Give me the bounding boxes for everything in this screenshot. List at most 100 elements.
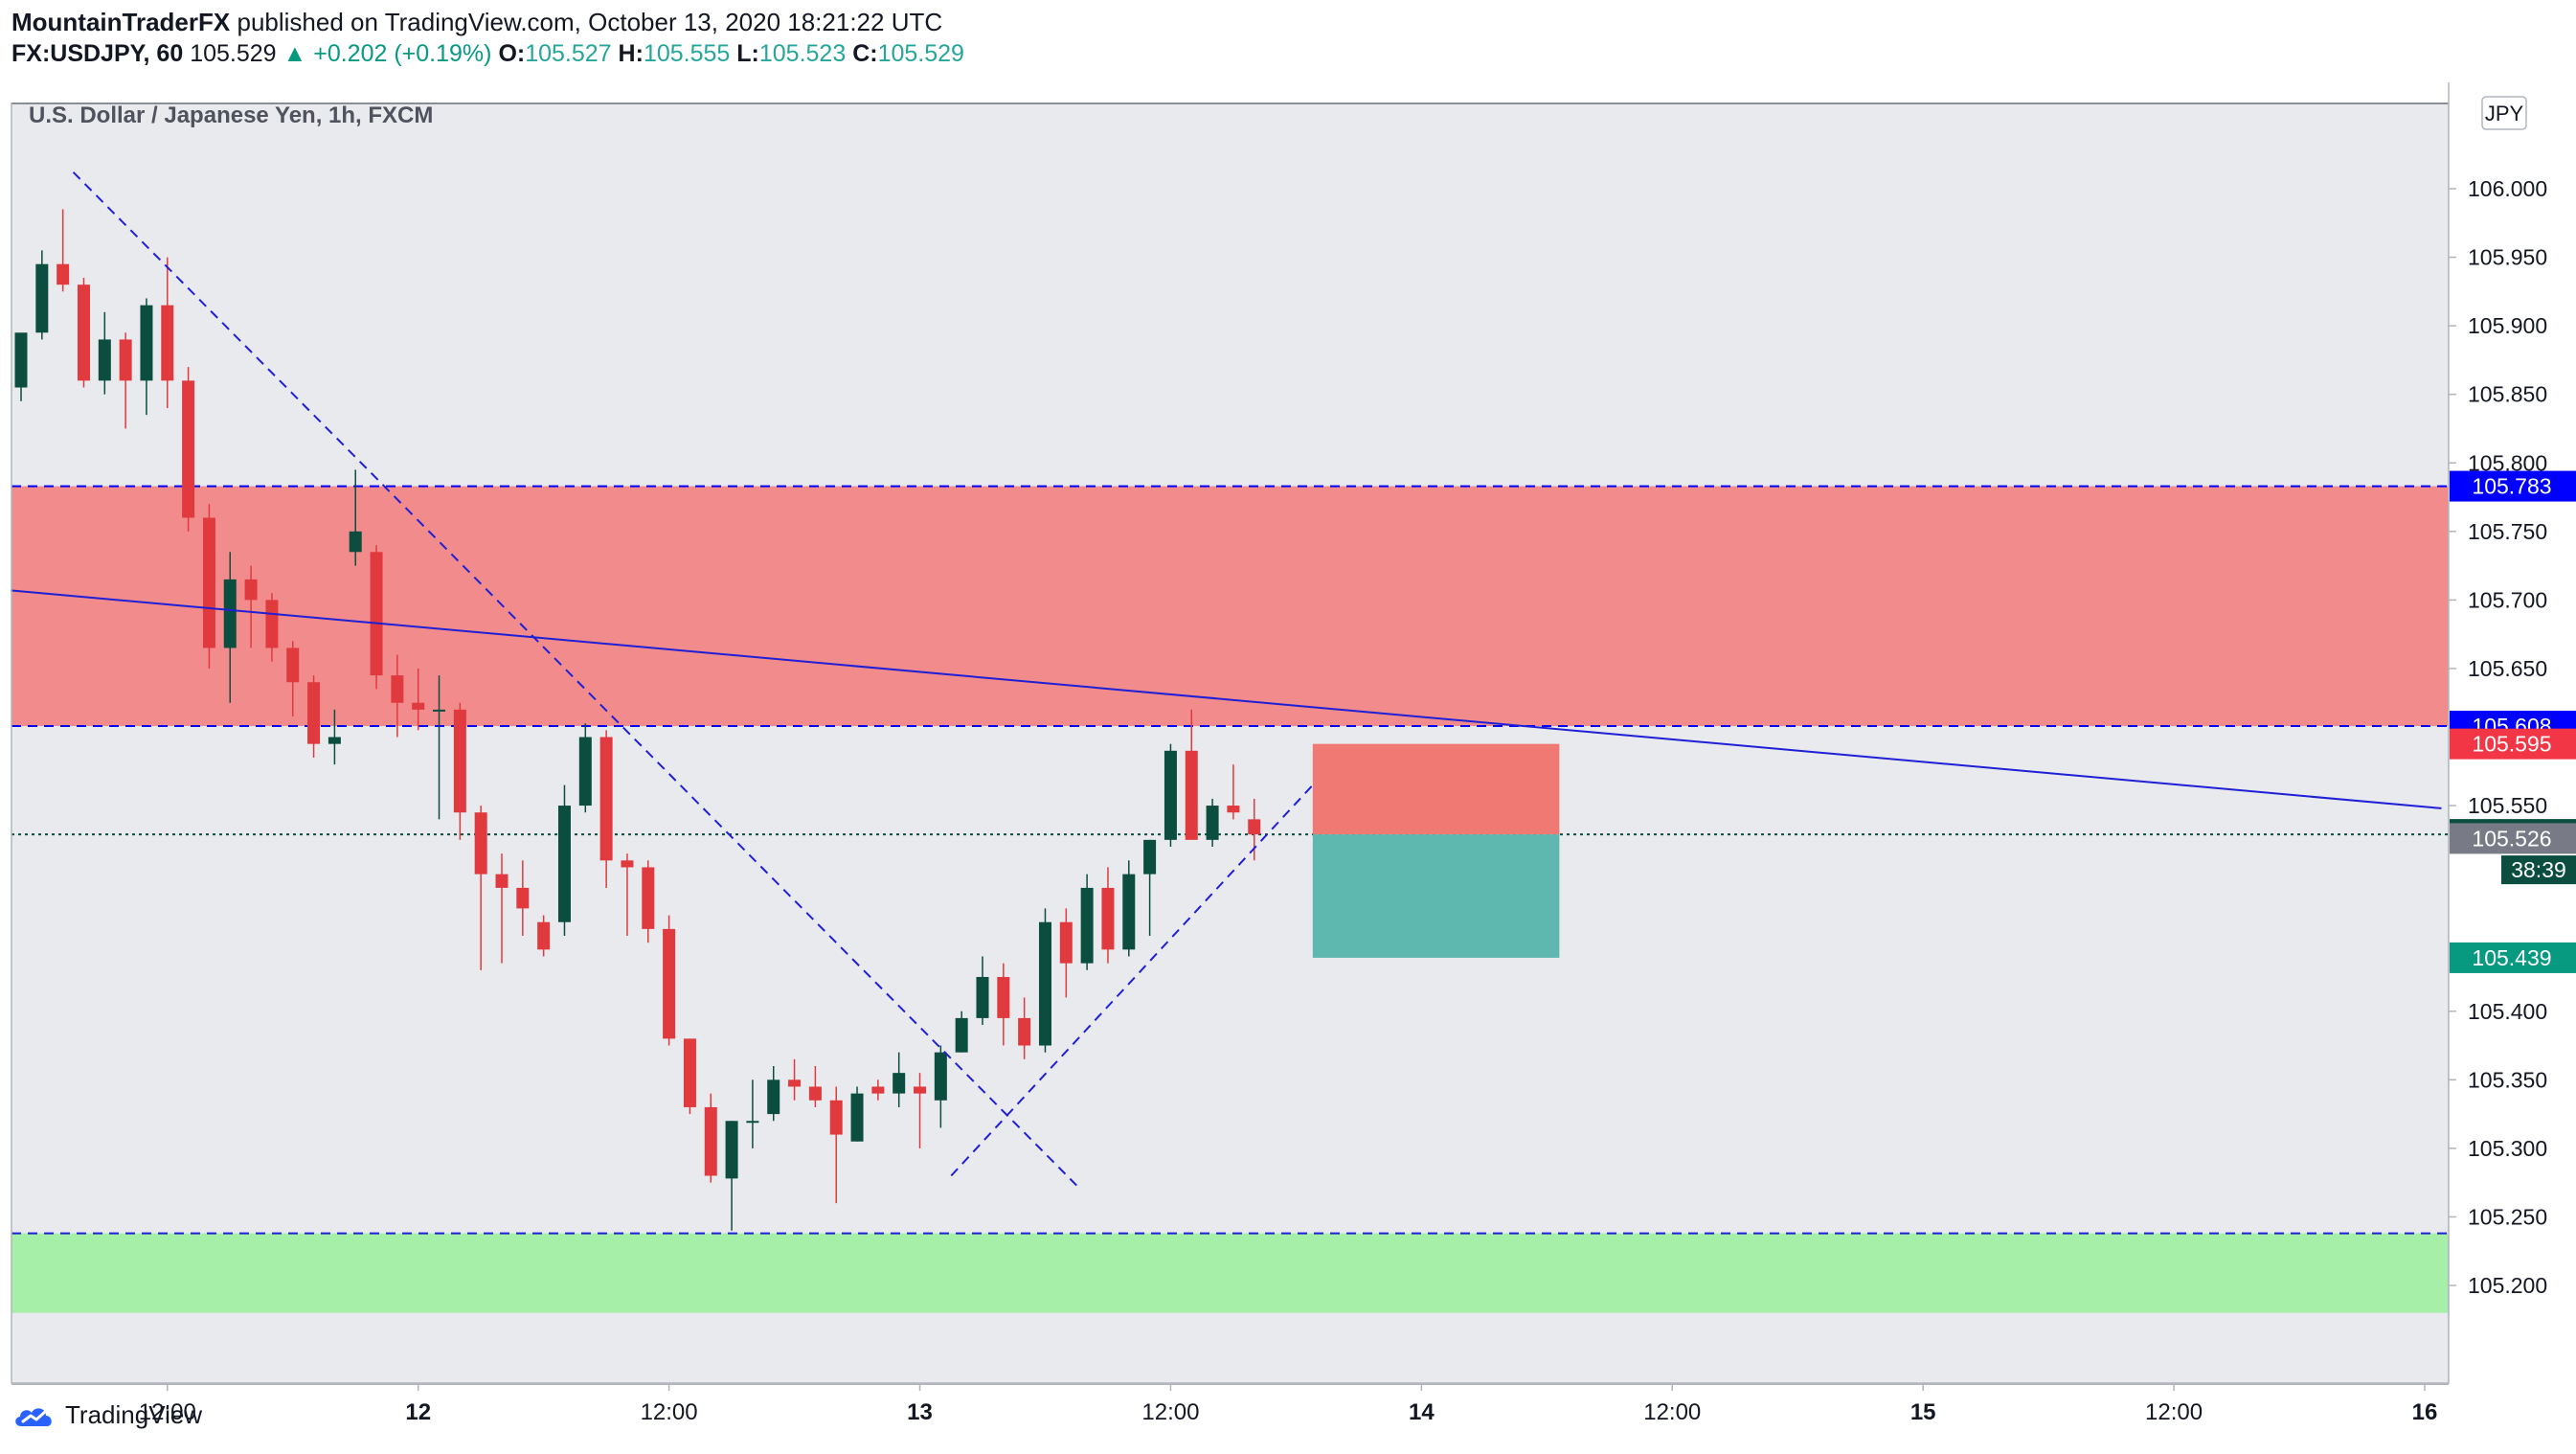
price-tick-label: 105.900 bbox=[2468, 313, 2547, 338]
candle-body bbox=[537, 921, 551, 950]
candle-body bbox=[663, 928, 676, 1039]
price-axis[interactable]: 106.000105.950105.900105.850105.800105.7… bbox=[2448, 82, 2576, 1383]
zone-demand[interactable] bbox=[11, 1233, 2449, 1313]
candle-body bbox=[1018, 1017, 1031, 1046]
candle-body bbox=[725, 1121, 738, 1179]
time-axis[interactable]: 12:00 12 12:00 13 12:00 14 12:00 15 12:00 16 bbox=[11, 1383, 2449, 1425]
candle-bull bbox=[1122, 860, 1136, 957]
candle-body bbox=[621, 860, 634, 868]
candle-body bbox=[1185, 750, 1198, 840]
candle-bull bbox=[746, 1079, 759, 1148]
candle-body bbox=[934, 1052, 947, 1101]
candle-bear bbox=[1101, 867, 1115, 964]
candle-bear bbox=[244, 565, 258, 648]
candle-body bbox=[788, 1079, 802, 1087]
candle-bear bbox=[202, 504, 215, 669]
candle-body bbox=[286, 647, 300, 683]
symbol-label: FX:USDJPY, 60 bbox=[11, 40, 184, 67]
low-label: L: bbox=[736, 40, 759, 67]
candle-body bbox=[1038, 921, 1051, 1046]
candle-body bbox=[1227, 806, 1240, 813]
price-tick-label: 105.400 bbox=[2468, 999, 2547, 1024]
last-price: 105.529 bbox=[190, 40, 277, 67]
tradingview-logo[interactable]: TradingView bbox=[11, 1400, 202, 1430]
short-position-tool[interactable] bbox=[1312, 743, 1560, 958]
candle-bull bbox=[578, 723, 592, 813]
candle-body bbox=[871, 1086, 885, 1094]
time-tick-label: 14 bbox=[1409, 1399, 1435, 1425]
candle-body bbox=[1248, 819, 1261, 835]
candle-bear bbox=[391, 654, 404, 738]
candle-bull bbox=[98, 311, 111, 395]
descending-trendline[interactable] bbox=[10, 589, 2442, 809]
candle-body bbox=[1101, 887, 1115, 950]
candle-bear bbox=[1185, 709, 1198, 840]
currency-badge[interactable]: JPY bbox=[2481, 96, 2527, 130]
candle-body bbox=[1206, 806, 1219, 840]
candle-bull bbox=[1206, 798, 1219, 847]
candle-body bbox=[223, 579, 237, 648]
candle-body bbox=[746, 1121, 759, 1124]
time-tick-label: 13 bbox=[907, 1399, 933, 1425]
candle-body bbox=[642, 867, 655, 929]
candle-bear bbox=[663, 915, 676, 1046]
candle-body bbox=[474, 812, 487, 875]
candle-bull bbox=[557, 784, 571, 937]
price-tick-label: 105.550 bbox=[2468, 793, 2547, 818]
plot-background[interactable] bbox=[11, 103, 2449, 1383]
candle-body bbox=[98, 339, 111, 381]
candle-bear bbox=[474, 806, 487, 970]
candle-bear bbox=[161, 257, 174, 408]
level-105595-badge bbox=[2450, 728, 2576, 760]
candle-bull bbox=[35, 250, 49, 340]
candle-bull bbox=[1038, 908, 1051, 1053]
symbol-header: FX:USDJPY, 60 105.529 ▲ +0.202 (+0.19%) … bbox=[11, 40, 964, 68]
candle-bear bbox=[599, 730, 613, 888]
author-name[interactable]: MountainTraderFX bbox=[11, 8, 231, 36]
candle-bear bbox=[182, 367, 195, 532]
candle-body bbox=[893, 1073, 906, 1094]
candle-bull bbox=[767, 1066, 780, 1122]
stop-loss-box[interactable] bbox=[1312, 743, 1560, 835]
price-badges: 105.783105.608105.595105.529105.526105.4… bbox=[2450, 470, 2576, 973]
candle-body bbox=[265, 600, 279, 648]
high-value: 105.555 bbox=[643, 40, 731, 67]
candle-bear bbox=[56, 209, 70, 292]
take-profit-box[interactable] bbox=[1312, 834, 1560, 958]
drawings-layer[interactable] bbox=[10, 171, 2442, 1187]
candle-bear bbox=[286, 641, 300, 717]
countdown-label: 38:39 bbox=[2511, 857, 2566, 882]
candle-bull bbox=[955, 1011, 968, 1053]
candle-bear bbox=[704, 1093, 717, 1183]
candle-body bbox=[578, 737, 592, 807]
candle-bear bbox=[537, 915, 551, 957]
level-105783-badge bbox=[2450, 470, 2576, 502]
candle-bull bbox=[1143, 839, 1157, 937]
candle-body bbox=[704, 1106, 717, 1176]
price-tick-label: 106.000 bbox=[2468, 176, 2547, 201]
price-tick-label: 105.750 bbox=[2468, 519, 2547, 544]
dashed-trendline-up[interactable] bbox=[950, 784, 1314, 1177]
zones-layer bbox=[11, 486, 2449, 1313]
time-tick-label: 15 bbox=[1910, 1399, 1936, 1425]
level-105526-badge bbox=[2450, 823, 2576, 854]
candle-bear bbox=[621, 853, 634, 937]
high-label: H: bbox=[618, 40, 644, 67]
candle-bear bbox=[516, 860, 530, 937]
price-tick-label: 105.300 bbox=[2468, 1136, 2547, 1161]
time-tick-label: 12:00 bbox=[1141, 1399, 1199, 1425]
candle-bull bbox=[328, 709, 341, 765]
candle-bear bbox=[307, 675, 321, 758]
price-tick-label: 105.250 bbox=[2468, 1204, 2547, 1229]
candle-body bbox=[1080, 887, 1094, 964]
price-tick-labels: 106.000105.950105.900105.850105.800105.7… bbox=[2449, 176, 2547, 1298]
time-tick-label: 16 bbox=[2412, 1399, 2438, 1425]
candle-body bbox=[683, 1038, 696, 1107]
candle-body bbox=[56, 263, 70, 285]
price-tick-label: 105.200 bbox=[2468, 1273, 2547, 1298]
candle-bear bbox=[453, 702, 466, 840]
candle-body bbox=[433, 709, 446, 712]
candle-body bbox=[370, 552, 383, 676]
candle-bear bbox=[997, 963, 1010, 1046]
